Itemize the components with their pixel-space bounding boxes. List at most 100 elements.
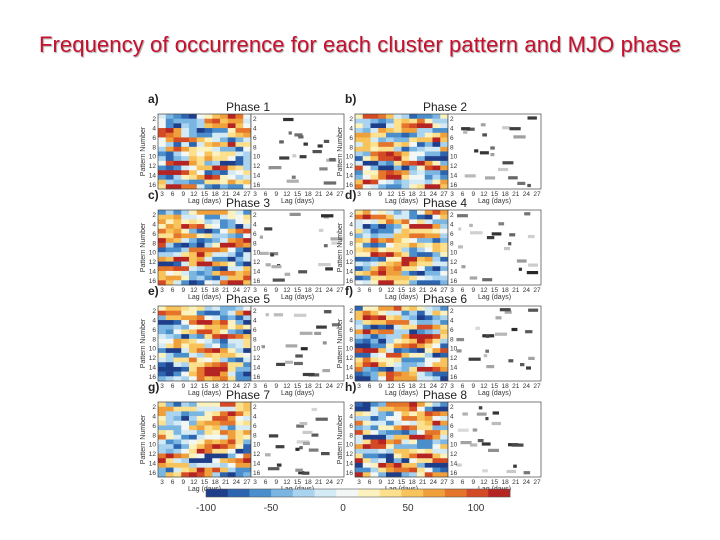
- y-axis-label: Pattern Number: [140, 318, 147, 368]
- heatmap-cell: [181, 448, 190, 454]
- x-tick-label: 15: [201, 383, 209, 390]
- heatmap-cell: [212, 324, 221, 330]
- heatmap-cell: [204, 439, 213, 445]
- heatmap-cell: [417, 184, 426, 190]
- heatmap-cell: [165, 315, 174, 321]
- heatmap-cell: [440, 329, 449, 335]
- colorbar-swatch: [292, 489, 315, 497]
- heatmap-cell: [440, 362, 449, 368]
- heatmap-cell: [370, 324, 379, 330]
- heatmap-cell: [432, 467, 441, 473]
- gray-cell: [486, 236, 495, 240]
- heatmap-cell: [417, 357, 426, 363]
- heatmap-cell: [393, 151, 402, 157]
- heatmap-cell: [424, 430, 433, 436]
- heatmap-cell: [362, 425, 371, 431]
- heatmap-cell: [173, 376, 182, 382]
- heatmap-cell: [165, 256, 174, 262]
- heatmap-cell: [158, 179, 167, 185]
- heatmap-cell: [424, 266, 433, 272]
- heatmap-cell: [370, 310, 379, 316]
- heatmap-cell: [355, 472, 364, 478]
- panel-title: Phase 3: [226, 196, 270, 210]
- heatmap-cell: [165, 472, 174, 478]
- x-tick-label: 9: [471, 287, 475, 294]
- heatmap-cell: [235, 118, 244, 124]
- heatmap-cell: [158, 444, 167, 450]
- heatmap-cell: [370, 376, 379, 382]
- x-tick-label: 27: [533, 479, 541, 486]
- gray-cell: [323, 244, 328, 248]
- heatmap-cell: [235, 462, 244, 468]
- heatmap-cell: [189, 247, 198, 253]
- heatmap-cell: [220, 306, 229, 311]
- x-tick-label: 15: [294, 287, 302, 294]
- heatmap-cell: [417, 242, 426, 248]
- y-tick-label: 8: [450, 336, 454, 343]
- heatmap-cell: [386, 434, 395, 440]
- heatmap-cell: [424, 434, 433, 440]
- y-tick-label: 12: [450, 259, 458, 266]
- heatmap-cell: [212, 242, 221, 248]
- heatmap-cell: [440, 238, 449, 244]
- heatmap-cell: [165, 132, 174, 138]
- heatmap-cell: [158, 233, 167, 239]
- heatmap-cell: [370, 128, 379, 134]
- heatmap-cell: [432, 338, 441, 344]
- heatmap-cell: [370, 114, 379, 119]
- heatmap-cell: [196, 266, 205, 272]
- heatmap-cell: [189, 270, 198, 276]
- y-tick-label: 16: [346, 278, 354, 285]
- heatmap-cell: [158, 137, 167, 143]
- heatmap-cell: [243, 467, 252, 473]
- heatmap-cell: [243, 170, 252, 176]
- heatmap-cell: [409, 224, 418, 230]
- heatmap-cell: [393, 256, 402, 262]
- heatmap-cell: [393, 467, 402, 473]
- heatmap-cell: [362, 118, 371, 124]
- gray-cell: [470, 443, 478, 447]
- heatmap-cell: [424, 252, 433, 258]
- heatmap-cell: [181, 146, 190, 152]
- y-tick-label: 14: [149, 172, 157, 179]
- heatmap-cell: [220, 366, 229, 372]
- heatmap-cell: [196, 329, 205, 335]
- x-tick-label: 15: [491, 191, 499, 198]
- heatmap-cell: [417, 270, 426, 276]
- heatmap-cell: [235, 306, 244, 311]
- heatmap-cell: [227, 247, 236, 253]
- heatmap-cell: [370, 275, 379, 281]
- heatmap-cell: [424, 128, 433, 134]
- gray-cell: [483, 354, 488, 358]
- heatmap-cell: [417, 310, 426, 316]
- heatmap-cell: [165, 210, 174, 215]
- heatmap-cell: [227, 165, 236, 171]
- y-tick-label: 2: [152, 116, 156, 123]
- heatmap-cell: [401, 329, 410, 335]
- heatmap-cell: [355, 434, 364, 440]
- heatmap-cell: [362, 320, 371, 326]
- x-tick-label: 24: [326, 191, 334, 198]
- x-tick-label: 21: [222, 383, 230, 390]
- heatmap-cell: [355, 329, 364, 335]
- gray-cell: [482, 469, 488, 473]
- heatmap-cell: [424, 411, 433, 417]
- heatmap-cell: [181, 453, 190, 459]
- gray-cell: [269, 252, 279, 256]
- heatmap-cell: [355, 467, 364, 473]
- heatmap-cell: [409, 219, 418, 225]
- heatmap-cell: [386, 247, 395, 253]
- x-tick-label: 9: [274, 287, 278, 294]
- heatmap-cell: [227, 137, 236, 143]
- heatmap-cell: [355, 406, 364, 412]
- heatmap-cell: [440, 219, 449, 225]
- x-tick-label: 6: [461, 191, 465, 198]
- heatmap-cell: [378, 252, 387, 258]
- heatmap-cell: [440, 467, 449, 473]
- y-axis-label: Pattern Number: [140, 222, 147, 272]
- y-tick-label: 16: [253, 470, 261, 477]
- heatmap-cell: [386, 142, 395, 148]
- heatmap-cell: [370, 306, 379, 311]
- heatmap-cell: [362, 275, 371, 281]
- x-tick-label: 15: [201, 191, 209, 198]
